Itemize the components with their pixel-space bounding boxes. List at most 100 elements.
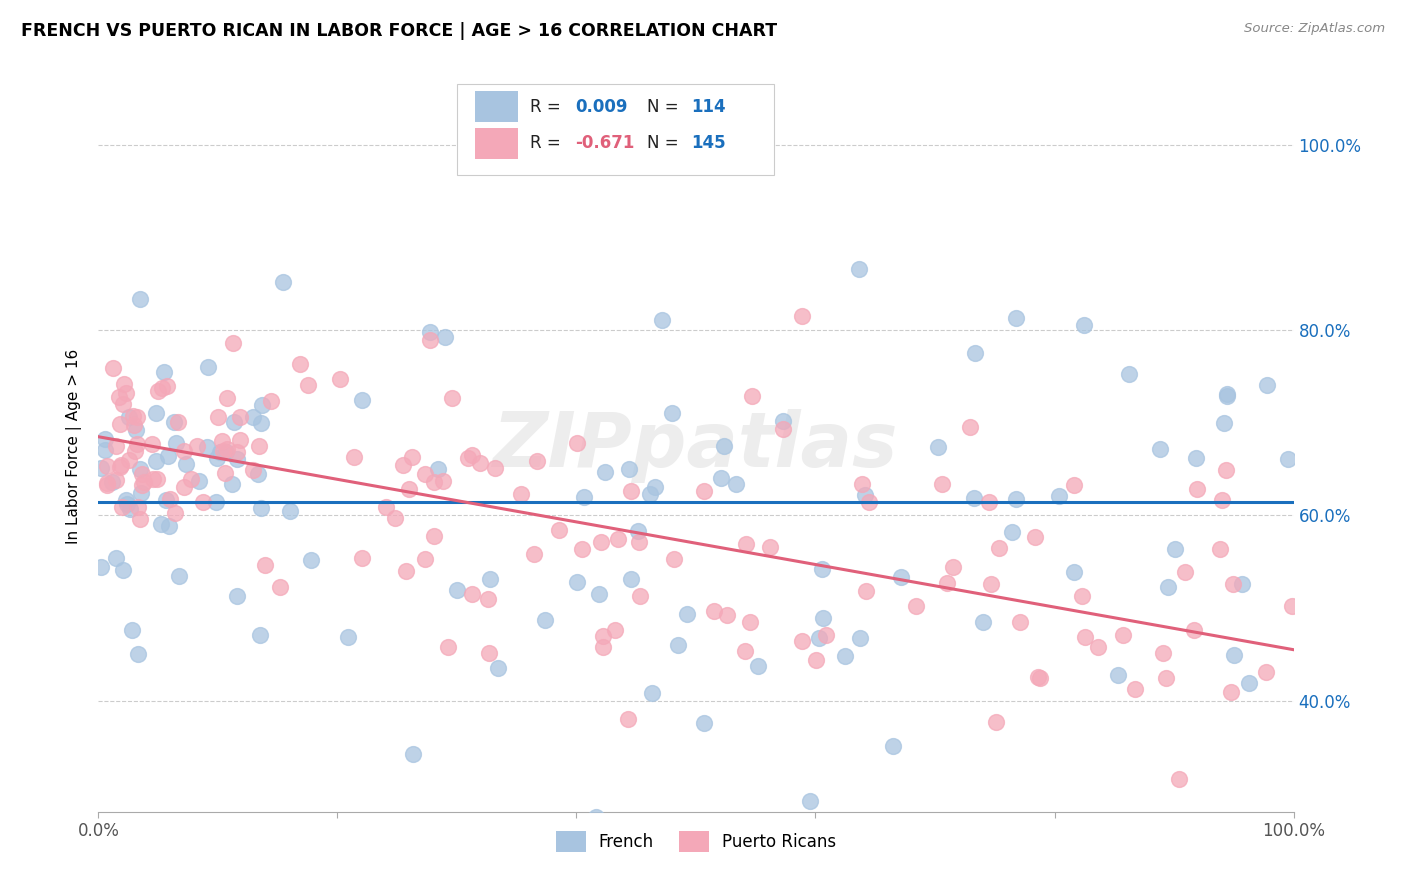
- Point: [1070, 589, 1092, 603]
- Point: [1184, 624, 1206, 638]
- Point: [423, 529, 446, 543]
- Text: 114: 114: [692, 97, 725, 116]
- Text: 0.009: 0.009: [575, 97, 627, 116]
- Point: [413, 467, 436, 481]
- Point: [1209, 542, 1232, 557]
- Point: [395, 565, 418, 579]
- Point: [118, 453, 141, 467]
- Point: [374, 500, 396, 514]
- Point: [855, 584, 877, 599]
- Point: [207, 409, 229, 424]
- Point: [904, 599, 927, 613]
- Point: [246, 467, 269, 481]
- Point: [979, 495, 1001, 509]
- Point: [1230, 577, 1253, 591]
- Point: [716, 607, 738, 622]
- Point: [741, 389, 763, 403]
- Point: [661, 406, 683, 420]
- Point: [398, 482, 420, 496]
- Point: [163, 415, 186, 429]
- Point: [212, 444, 235, 458]
- Point: [1149, 442, 1171, 456]
- Point: [186, 439, 208, 453]
- Point: [461, 587, 484, 601]
- Point: [153, 365, 176, 379]
- Point: [297, 378, 319, 392]
- Point: [710, 471, 733, 485]
- Point: [228, 410, 250, 425]
- Point: [849, 632, 872, 646]
- Point: [336, 630, 359, 644]
- Point: [641, 686, 664, 700]
- Point: [105, 473, 128, 487]
- Point: [735, 537, 758, 551]
- Point: [585, 810, 607, 824]
- Point: [567, 574, 589, 589]
- Point: [589, 534, 612, 549]
- Point: [129, 292, 152, 306]
- Point: [1107, 668, 1129, 682]
- Point: [1281, 599, 1303, 614]
- Point: [1074, 630, 1097, 644]
- Point: [159, 492, 181, 507]
- Point: [1164, 542, 1187, 557]
- Point: [882, 739, 904, 754]
- Point: [112, 397, 135, 411]
- Point: [145, 406, 167, 420]
- Point: [484, 461, 506, 475]
- Text: -0.671: -0.671: [575, 134, 634, 153]
- Point: [509, 487, 531, 501]
- Point: [1254, 665, 1277, 680]
- Point: [848, 261, 870, 276]
- Point: [1001, 524, 1024, 539]
- Point: [478, 572, 501, 586]
- Point: [149, 517, 172, 532]
- Point: [413, 552, 436, 566]
- Point: [124, 423, 146, 437]
- Point: [725, 476, 748, 491]
- Point: [214, 445, 236, 459]
- Point: [811, 611, 834, 625]
- Point: [1211, 493, 1233, 508]
- Point: [959, 420, 981, 434]
- Point: [225, 445, 247, 459]
- Point: [607, 532, 630, 546]
- Point: [1008, 615, 1031, 629]
- FancyBboxPatch shape: [475, 91, 517, 122]
- Point: [242, 463, 264, 477]
- Point: [392, 458, 415, 472]
- Point: [1152, 646, 1174, 660]
- Point: [352, 393, 374, 408]
- Point: [249, 439, 271, 453]
- Point: [620, 484, 643, 499]
- Point: [90, 460, 112, 475]
- Point: [593, 465, 616, 479]
- Point: [111, 500, 134, 514]
- Point: [1256, 378, 1278, 392]
- Point: [215, 442, 238, 456]
- Point: [271, 275, 294, 289]
- Point: [790, 633, 813, 648]
- Point: [146, 473, 169, 487]
- Point: [1168, 772, 1191, 787]
- Point: [173, 480, 195, 494]
- Point: [299, 553, 322, 567]
- Text: FRENCH VS PUERTO RICAN IN LABOR FORCE | AGE > 16 CORRELATION CHART: FRENCH VS PUERTO RICAN IN LABOR FORCE | …: [21, 22, 778, 40]
- Point: [169, 569, 191, 583]
- Point: [526, 454, 548, 468]
- Point: [1028, 670, 1050, 684]
- Point: [662, 551, 685, 566]
- Point: [592, 640, 614, 655]
- Point: [627, 524, 650, 539]
- Point: [121, 623, 143, 637]
- Point: [131, 467, 153, 481]
- Point: [343, 450, 366, 464]
- Point: [808, 631, 831, 645]
- Point: [205, 451, 228, 466]
- Text: 145: 145: [692, 134, 725, 153]
- Point: [115, 386, 138, 401]
- Point: [329, 372, 352, 386]
- Point: [477, 592, 499, 607]
- Point: [627, 535, 650, 549]
- Point: [1087, 640, 1109, 654]
